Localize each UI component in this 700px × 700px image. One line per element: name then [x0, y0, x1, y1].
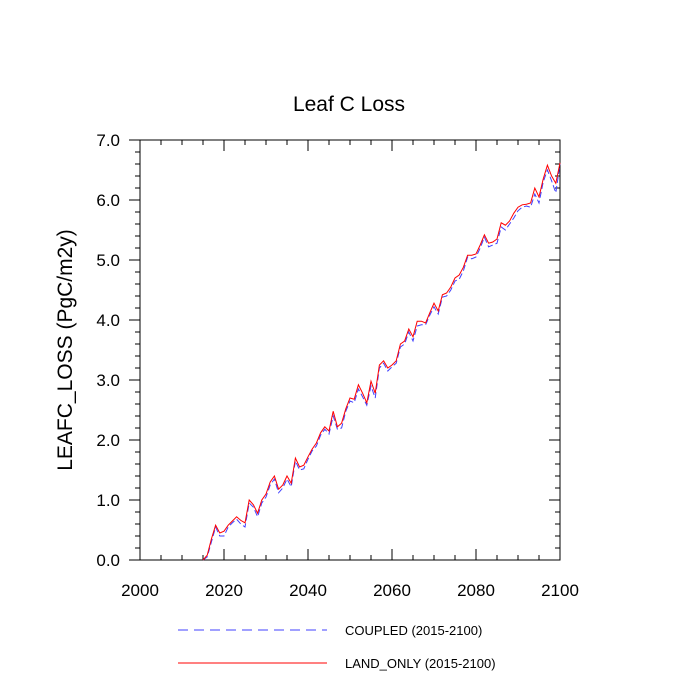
legend: COUPLED (2015-2100) LAND_ONLY (2015-2100) — [178, 623, 496, 671]
legend-label: LAND_ONLY (2015-2100) — [345, 656, 496, 671]
x-tick-label: 2100 — [541, 581, 579, 600]
chart-title: Leaf C Loss — [293, 93, 405, 116]
legend-label: COUPLED (2015-2100) — [345, 623, 482, 638]
y-tick-label: 5.0 — [96, 251, 120, 270]
y-axis-label: LEAFC_LOSS (PgC/m2y) — [54, 229, 77, 471]
x-tick-label: 2040 — [289, 581, 327, 600]
y-tick-label: 0.0 — [96, 551, 120, 570]
y-tick-label: 7.0 — [96, 131, 120, 150]
x-tick-label: 2020 — [205, 581, 243, 600]
y-tick-label: 1.0 — [96, 491, 120, 510]
x-tick-label: 2080 — [457, 581, 495, 600]
axis-ticks — [129, 139, 561, 561]
series-lines — [202, 162, 561, 561]
y-tick-label: 2.0 — [96, 431, 120, 450]
y-tick-label: 6.0 — [96, 191, 120, 210]
axis-tick-labels: 2000 2020 2040 2060 2080 2100 0.0 1.0 2.0 3.0 4.0 5… — [96, 131, 579, 600]
y-tick-label: 3.0 — [96, 371, 120, 390]
y-tick-label: 4.0 — [96, 311, 120, 330]
series-line-coupled — [202, 163, 561, 561]
x-tick-label: 2060 — [373, 581, 411, 600]
series-line-land-only — [202, 162, 561, 561]
x-tick-label: 2000 — [121, 581, 159, 600]
plot-frame — [139, 139, 561, 561]
